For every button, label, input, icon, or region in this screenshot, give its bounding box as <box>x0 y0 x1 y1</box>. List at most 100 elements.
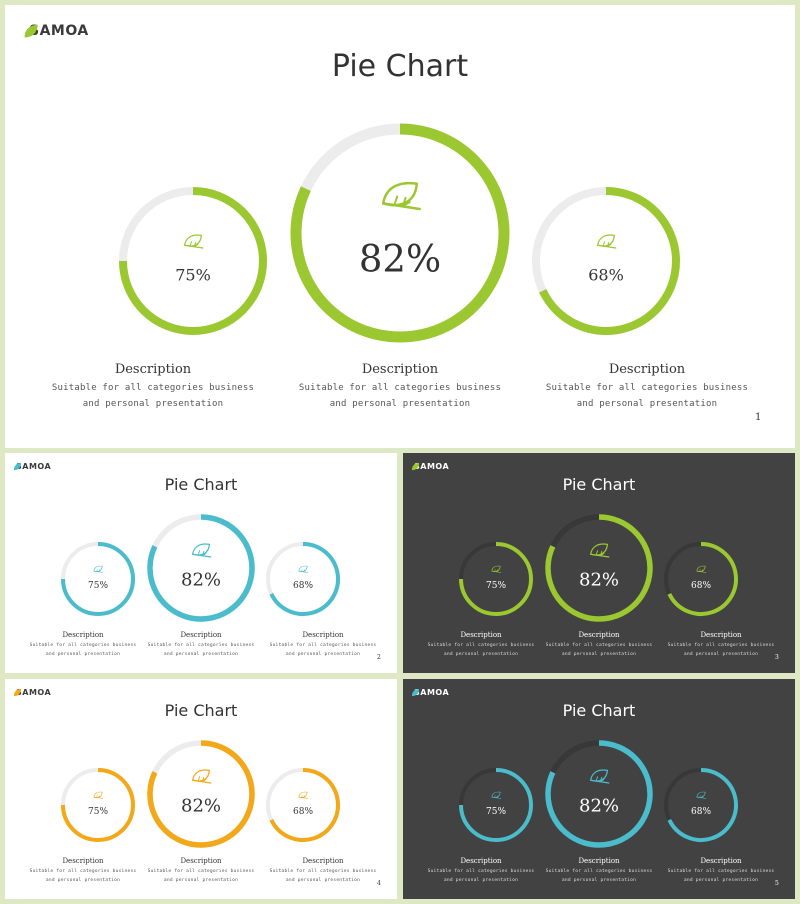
progress-rings-chart <box>459 740 738 848</box>
description-block: Description Suitable for all categories b… <box>546 630 653 659</box>
leaf-icon <box>93 791 104 799</box>
description-text: and personal presentation <box>45 877 121 883</box>
description-block: Description Suitable for all categories b… <box>668 856 775 885</box>
description-title: Description <box>578 857 620 865</box>
description-title: Description <box>302 631 344 639</box>
progress-rings-chart <box>61 740 340 848</box>
ring-progress-arc-2 <box>147 514 255 622</box>
description-text: and personal presentation <box>443 651 519 657</box>
description-text: Suitable for all categories business <box>545 868 653 874</box>
samoa-logo: SAMOA <box>23 23 89 39</box>
slide-5: SAMOA Pie Chart 75% Description Suitable for… <box>403 679 795 899</box>
page-number: 3 <box>775 654 779 661</box>
description-block: Description Suitable for all categories b… <box>428 630 535 659</box>
ring-progress-arc-1 <box>459 542 533 616</box>
samoa-logo: SAMOA <box>411 688 449 697</box>
description-text: Suitable for all categories business <box>29 868 137 874</box>
description-text: Suitable for all categories business <box>545 642 653 648</box>
percentage-label: 68% <box>690 807 712 817</box>
description-text: and personal presentation <box>576 398 718 409</box>
description-text: and personal presentation <box>443 877 519 883</box>
description-text: Suitable for all categories business <box>427 868 535 874</box>
logo-leaf-icon <box>411 688 420 697</box>
description-text: Suitable for all categories business <box>667 642 775 648</box>
description-block: Description Suitable for all categories b… <box>148 856 255 885</box>
description-title: Description <box>460 631 502 639</box>
description-title: Description <box>62 857 104 865</box>
description-text: Suitable for all categories business <box>545 382 749 393</box>
leaf-icon <box>491 565 502 573</box>
logo-text: SAMOA <box>414 462 450 471</box>
percentage-label: 75% <box>87 581 109 591</box>
percentage-label: 75% <box>485 807 507 817</box>
logo-text: SAMOA <box>16 688 52 697</box>
logo-leaf-icon <box>13 688 22 697</box>
slide-title: Pie Chart <box>164 701 238 720</box>
progress-rings-chart <box>459 514 738 622</box>
description-title: Description <box>608 362 686 377</box>
description-block: Description Suitable for all categories b… <box>546 856 653 885</box>
ring-progress-arc-3 <box>269 542 340 616</box>
samoa-logo: SAMOA <box>411 462 449 471</box>
description-text: and personal presentation <box>45 651 121 657</box>
percentage-label: 82% <box>358 237 442 281</box>
ring-progress-arc-2 <box>545 514 653 622</box>
percentage-label: 75% <box>87 807 109 817</box>
description-text: and personal presentation <box>683 651 759 657</box>
description-text: and personal presentation <box>561 651 637 657</box>
slide-title: Pie Chart <box>562 701 636 720</box>
description-block: Description Suitable for all categories b… <box>270 856 377 885</box>
description-title: Description <box>62 631 104 639</box>
samoa-logo: SAMOA <box>13 688 51 697</box>
percentage-label: 82% <box>578 569 620 591</box>
description-title: Description <box>180 631 222 639</box>
logo-text: SAMOA <box>414 688 450 697</box>
ring-progress-arc-3 <box>667 542 738 616</box>
description-text: Suitable for all categories business <box>269 642 377 648</box>
slide-4: SAMOA Pie Chart 75% Description Suitable for… <box>5 679 397 899</box>
page-number: 1 <box>755 412 762 423</box>
ring-progress-arc-3 <box>269 768 340 842</box>
ring-progress-arc-1 <box>119 187 267 335</box>
percentage-label: 82% <box>578 795 620 817</box>
percentage-label: 82% <box>180 569 222 591</box>
description-text: and personal presentation <box>329 398 471 409</box>
ring-progress-arc-2 <box>290 123 510 343</box>
description-text: and personal presentation <box>683 877 759 883</box>
description-block: Description Suitable for all categories b… <box>52 360 254 412</box>
description-text: Suitable for all categories business <box>427 642 535 648</box>
leaf-icon <box>491 791 502 799</box>
leaf-icon <box>298 791 309 799</box>
ring-progress-arc-1 <box>61 768 135 842</box>
description-block: Description Suitable for all categories b… <box>270 630 377 659</box>
percentage-label: 68% <box>292 581 314 591</box>
description-title: Description <box>460 857 502 865</box>
description-block: Description Suitable for all categories b… <box>668 630 775 659</box>
description-text: Suitable for all categories business <box>51 382 255 393</box>
page-number: 5 <box>775 880 779 887</box>
description-block: Description Suitable for all categories b… <box>148 630 255 659</box>
description-block: Description Suitable for all categories b… <box>30 856 137 885</box>
page-number: 2 <box>377 654 381 661</box>
slide-title: Pie Chart <box>331 49 469 84</box>
description-title: Description <box>578 631 620 639</box>
description-text: Suitable for all categories business <box>29 642 137 648</box>
slide-title: Pie Chart <box>164 475 238 494</box>
ring-progress-arc-1 <box>459 768 533 842</box>
description-title: Description <box>361 362 439 377</box>
description-title: Description <box>700 857 742 865</box>
description-text: Suitable for all categories business <box>147 642 255 648</box>
description-text: and personal presentation <box>82 398 224 409</box>
percentage-label: 75% <box>175 265 211 285</box>
logo-leaf-icon <box>13 462 22 471</box>
description-block: Description Suitable for all categories b… <box>30 630 137 659</box>
description-block: Description Suitable for all categories b… <box>428 856 535 885</box>
leaf-icon <box>596 234 617 249</box>
description-text: Suitable for all categories business <box>269 868 377 874</box>
page-number: 4 <box>377 880 381 887</box>
slide-title: Pie Chart <box>562 475 636 494</box>
description-text: and personal presentation <box>163 651 239 657</box>
leaf-icon <box>298 565 309 573</box>
description-text: Suitable for all categories business <box>298 382 502 393</box>
description-text: Suitable for all categories business <box>667 868 775 874</box>
